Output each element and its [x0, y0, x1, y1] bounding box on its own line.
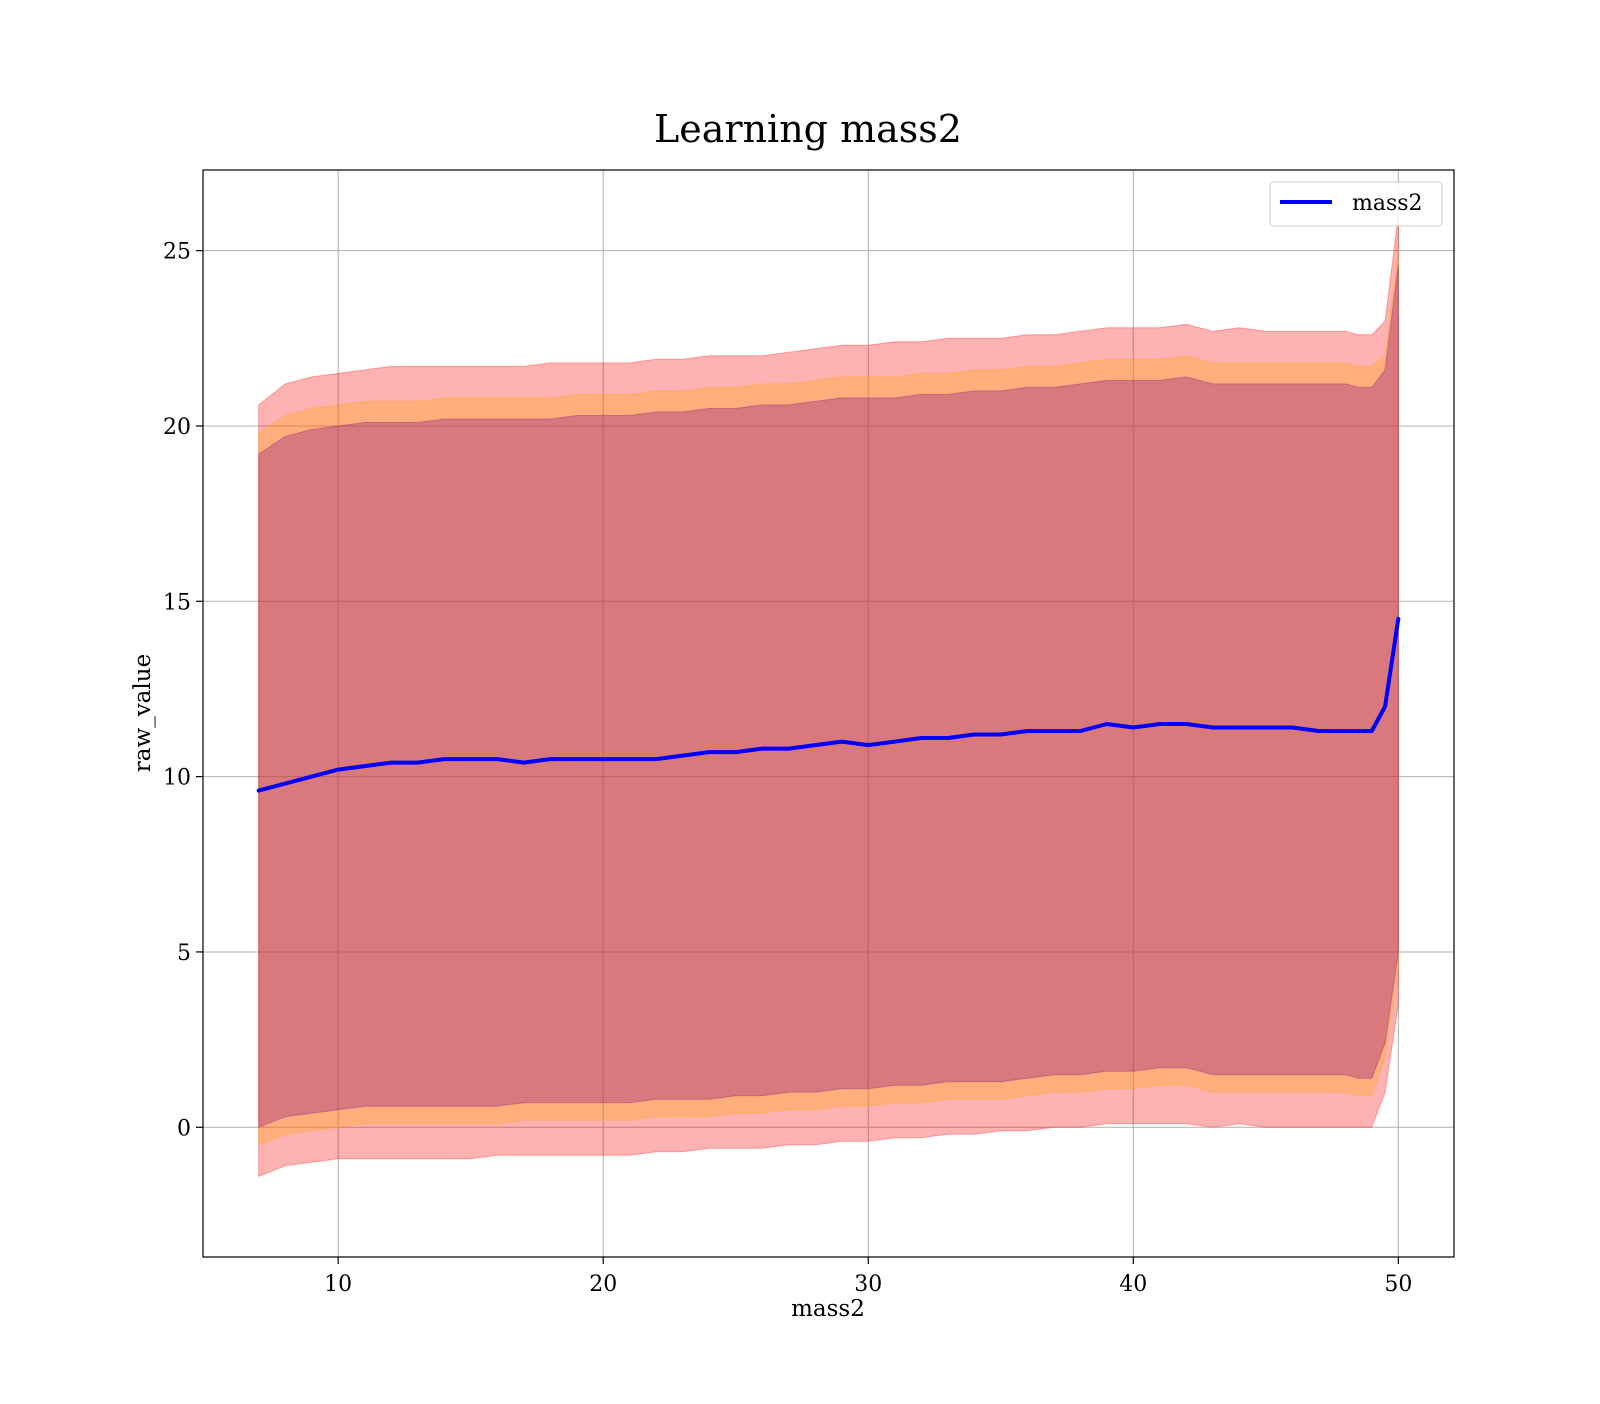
legend-label-mass2: mass2	[1352, 191, 1423, 216]
y-tick-label: 0	[177, 1116, 191, 1141]
y-axis-ticks: 0 5 10 15 20 25	[163, 240, 203, 1141]
y-tick-label: 20	[163, 415, 191, 440]
y-axis-label: raw_value	[130, 654, 156, 772]
x-tick-label: 50	[1384, 1272, 1412, 1297]
plot-frame	[202, 169, 1455, 1258]
x-tick-label: 10	[324, 1272, 352, 1297]
legend: mass2	[1269, 181, 1443, 227]
data-lines	[256, 616, 1401, 793]
legend-box	[1269, 181, 1443, 227]
grid	[203, 170, 1454, 1257]
x-axis-label: mass2	[791, 1296, 865, 1322]
x-tick-label: 40	[1119, 1272, 1147, 1297]
y-tick-label: 10	[163, 766, 191, 791]
x-tick-label: 30	[854, 1272, 882, 1297]
y-tick-label: 5	[177, 941, 191, 966]
x-tick-label: 20	[589, 1272, 617, 1297]
band-0	[258, 215, 1399, 1178]
y-tick-label: 15	[163, 590, 191, 615]
band-2	[258, 264, 1399, 1129]
series-line-mass2	[256, 616, 1401, 793]
y-tick-label: 25	[163, 240, 191, 265]
x-axis-ticks: 10 20 30 40 50	[324, 1257, 1412, 1297]
band-1	[258, 250, 1399, 1146]
confidence-bands	[258, 215, 1399, 1178]
chart-title: Learning mass2	[654, 107, 962, 151]
